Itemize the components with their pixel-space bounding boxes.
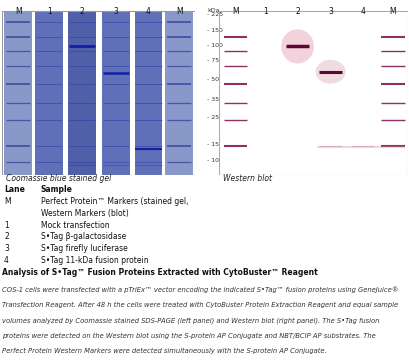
Text: 3: 3 — [113, 7, 118, 16]
Text: S•Tag firefly luciferase: S•Tag firefly luciferase — [40, 244, 127, 253]
Text: S•Tag 11-kDa fusion protein: S•Tag 11-kDa fusion protein — [40, 256, 148, 265]
Text: M: M — [175, 7, 182, 16]
Text: - 225: - 225 — [207, 12, 222, 17]
Text: 2: 2 — [294, 7, 299, 16]
Text: kDa: kDa — [207, 8, 219, 13]
Ellipse shape — [281, 29, 313, 63]
Text: 2: 2 — [4, 232, 9, 241]
Bar — [4, 11, 32, 175]
Text: - 10: - 10 — [207, 158, 218, 163]
Text: - 15: - 15 — [207, 142, 218, 147]
Text: - 75: - 75 — [207, 58, 219, 63]
Text: 2: 2 — [79, 7, 84, 16]
Text: Perfect Protein Western Markers were detected simultaneously with the S-protein : Perfect Protein Western Markers were det… — [2, 348, 326, 354]
Text: - 25: - 25 — [207, 115, 219, 120]
Text: 4: 4 — [4, 256, 9, 265]
Text: - 150: - 150 — [207, 28, 222, 33]
Text: 1: 1 — [47, 7, 52, 16]
Bar — [101, 11, 129, 175]
Bar — [165, 11, 193, 175]
Text: - 35: - 35 — [207, 97, 219, 102]
Text: 4: 4 — [146, 7, 151, 16]
Text: Western blot: Western blot — [223, 174, 272, 183]
Text: - 100: - 100 — [207, 43, 222, 48]
Text: 4: 4 — [360, 7, 364, 16]
Text: 1: 1 — [263, 7, 267, 16]
Text: M: M — [231, 7, 238, 16]
Text: Sample: Sample — [40, 185, 72, 194]
Text: Lane: Lane — [4, 185, 25, 194]
Text: proteins were detected on the Western blot using the S-protein AP Conjugate and : proteins were detected on the Western bl… — [2, 333, 375, 338]
Text: M: M — [15, 7, 22, 16]
Text: M: M — [389, 7, 395, 16]
Text: 3: 3 — [4, 244, 9, 253]
Text: Coomassie blue stained gel: Coomassie blue stained gel — [6, 174, 111, 183]
Text: Western Markers (blot): Western Markers (blot) — [40, 209, 128, 218]
Text: 3: 3 — [327, 7, 332, 16]
Text: Mock transfection: Mock transfection — [40, 220, 109, 230]
Ellipse shape — [315, 60, 345, 84]
Text: M: M — [4, 197, 11, 206]
Text: Analysis of S•Tag™ Fusion Proteins Extracted with CytoBuster™ Reagent: Analysis of S•Tag™ Fusion Proteins Extra… — [2, 269, 317, 277]
Text: volumes analyzed by Coomassie stained SDS-PAGE (left panel) and Western blot (ri: volumes analyzed by Coomassie stained SD… — [2, 317, 378, 324]
Text: S•Tag β-galactosidase: S•Tag β-galactosidase — [40, 232, 126, 241]
Text: - 50: - 50 — [207, 77, 218, 82]
Text: Perfect Protein™ Markers (stained gel,: Perfect Protein™ Markers (stained gel, — [40, 197, 188, 206]
Text: COS-1 cells were transfected with a pTriEx™ vector encoding the indicated S•Tag™: COS-1 cells were transfected with a pTri… — [2, 287, 398, 293]
Bar — [68, 11, 96, 175]
Text: 1: 1 — [4, 220, 9, 230]
Bar — [35, 11, 63, 175]
Text: Transfection Reagent. After 48 h the cells were treated with CytoBuster Protein : Transfection Reagent. After 48 h the cel… — [2, 302, 397, 308]
Bar — [134, 11, 162, 175]
